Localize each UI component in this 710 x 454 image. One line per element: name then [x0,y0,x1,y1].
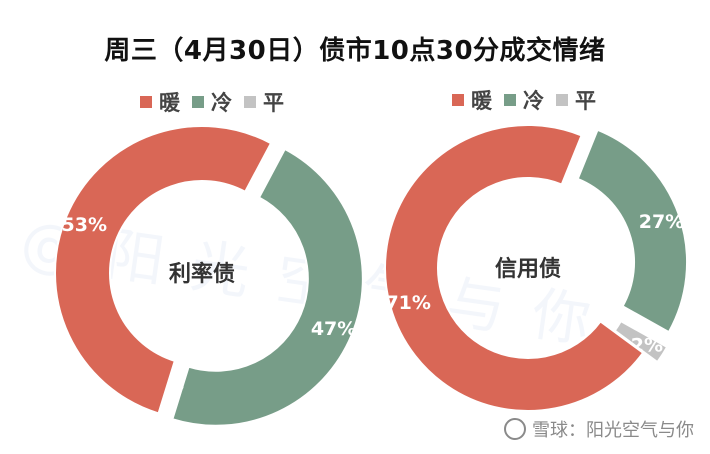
footer-text: 雪球：阳光空气与你 [532,420,694,441]
legend-label-cold: 冷 [523,89,544,113]
center-label: 信用债 [495,256,561,282]
slice-cold [171,147,364,427]
slice-warm [54,125,273,415]
legend-left: 暖 冷 平 [140,87,284,117]
legend-swatch-warm [140,96,152,108]
donut-left: 47%0%53%利率债 [54,125,364,427]
legend-label-cold: 冷 [211,91,232,115]
footer: 雪球：阳光空气与你 [504,416,694,442]
center-label: 利率债 [169,261,235,287]
legend-right: 暖 冷 平 [452,85,596,115]
slice-cold [576,128,688,334]
legend-swatch-cold [192,96,204,108]
legend-swatch-flat [556,94,568,106]
slice-warm [384,124,645,412]
legend-item-flat: 平 [244,87,284,117]
legend-item-cold: 冷 [192,87,232,117]
legend-label-warm: 暖 [159,91,180,115]
snowball-logo-icon [504,418,526,440]
legend-label-flat: 平 [263,91,284,115]
data-label-cold: 47% [311,318,356,340]
legend-label-flat: 平 [575,89,596,113]
data-label-cold: 27% [639,211,684,233]
donut-right: 27%2%71%信用债 [384,124,688,412]
data-label-warm: 71% [385,292,430,314]
slice-flat [613,319,669,364]
legend-label-warm: 暖 [471,89,492,113]
legend-swatch-flat [244,96,256,108]
legend-item-warm: 暖 [140,87,180,117]
legend-swatch-cold [504,94,516,106]
legend-item-flat: 平 [556,85,596,115]
legend-swatch-warm [452,94,464,106]
chart-title: 周三（4月30日）债市10点30分成交情绪 [104,36,606,66]
legend-item-warm: 暖 [452,85,492,115]
legend-item-cold: 冷 [504,85,544,115]
data-label-warm: 53% [62,214,107,236]
